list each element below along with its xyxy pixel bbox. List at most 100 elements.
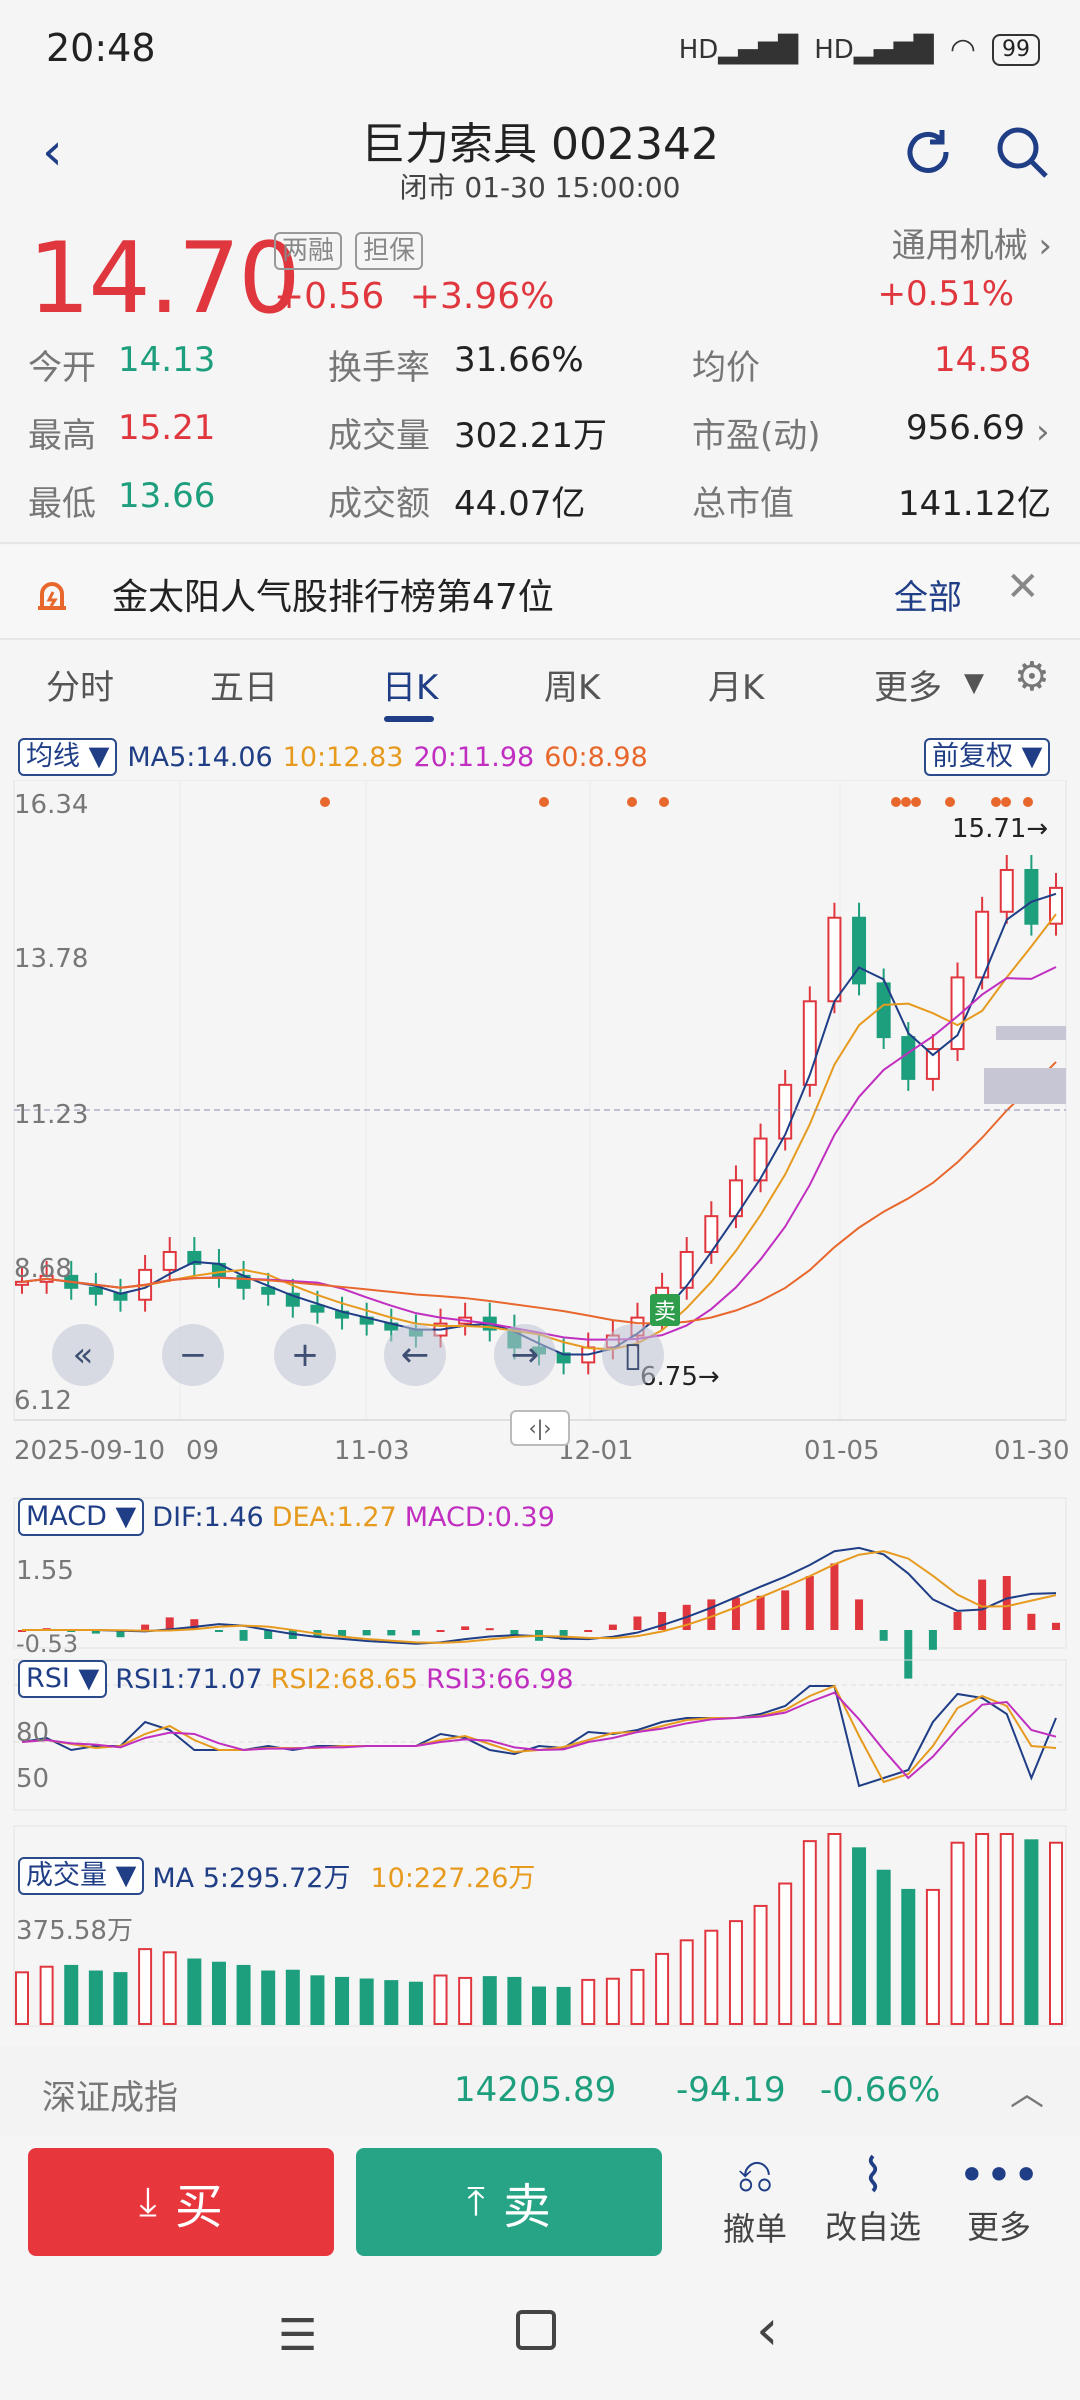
- sell-button[interactable]: ⤒ 卖: [356, 2148, 662, 2256]
- signal-dots: [320, 797, 1033, 807]
- zoom-in-button[interactable]: +: [274, 1324, 336, 1386]
- collateral-tag[interactable]: 担保: [355, 232, 424, 270]
- volume-bar: [605, 1977, 620, 2025]
- volume-bar: [384, 1980, 399, 2025]
- cancel-order-button[interactable]: ⎌ 撤单: [700, 2148, 810, 2250]
- stock-header: ‹ 巨力索具 002342 闭市 01-30 15:00:00: [0, 100, 1080, 210]
- margin-tag[interactable]: 两融: [274, 232, 343, 270]
- vol-ma5-value: MA 5:295.72万: [152, 1863, 351, 1894]
- move-right-button[interactable]: →: [494, 1324, 556, 1386]
- home-nav-icon[interactable]: [516, 2310, 556, 2350]
- tag-row: 两融 担保: [274, 232, 424, 270]
- draw-tool-button[interactable]: ▯: [602, 1324, 664, 1386]
- notice-bar[interactable]: 金太阳人气股排行榜第47位 全部 ✕: [0, 546, 1080, 638]
- volume-top-tick: 375.58万: [16, 1916, 133, 1946]
- macd-bar: [239, 1630, 248, 1641]
- change-row: +0.56 +3.96%: [274, 276, 554, 317]
- candle-body: [876, 982, 891, 1039]
- sector-link[interactable]: 通用机械 ›: [892, 218, 1052, 267]
- ma5-value: MA5:14.06: [127, 741, 273, 773]
- candle-body: [285, 1292, 300, 1307]
- period-tabs: 分时 五日 日K 周K 月K 更多 ▼ ⚙: [0, 640, 1080, 730]
- ma20-value: 20:11.98: [413, 741, 535, 773]
- chevron-up-icon[interactable]: ︿: [1010, 2074, 1044, 2114]
- edit-watchlist-button[interactable]: ⌇ 改自选: [818, 2148, 928, 2248]
- macd-bar: [707, 1599, 716, 1630]
- sector-name: 通用机械: [891, 226, 1028, 266]
- stock-title: 巨力索具 002342: [361, 119, 719, 170]
- macd-bar: [781, 1590, 790, 1630]
- search-icon[interactable]: [992, 122, 1052, 182]
- macd-bar: [731, 1597, 740, 1630]
- candle-body: [778, 1083, 793, 1140]
- signal-dot: [539, 797, 549, 807]
- macd-value: MACD:0.39: [404, 1501, 555, 1533]
- buy-button[interactable]: ⤓ 买: [28, 2148, 334, 2256]
- dea-value: DEA:1.27: [271, 1501, 397, 1533]
- volume-bar: [901, 1888, 916, 2026]
- zoom-fast-back-button[interactable]: «: [52, 1324, 114, 1386]
- volume-bar: [88, 1970, 103, 2026]
- volume-bar: [925, 1888, 940, 2026]
- menu-nav-icon[interactable]: ☰: [278, 2310, 318, 2361]
- refresh-icon[interactable]: [898, 122, 958, 182]
- signal-dot: [1001, 797, 1011, 807]
- tab-five-day[interactable]: 五日: [210, 668, 278, 708]
- signal-dot: [911, 797, 921, 807]
- back-icon[interactable]: ‹: [42, 122, 63, 182]
- macd-bar: [658, 1612, 667, 1630]
- tab-weekly-k[interactable]: 周K: [544, 668, 601, 708]
- volume-bar: [975, 1833, 990, 2025]
- back-nav-icon[interactable]: ‹: [756, 2298, 779, 2363]
- index-change-pct: -0.66%: [820, 2070, 941, 2110]
- volume-bar: [876, 1869, 891, 2025]
- close-icon[interactable]: ✕: [1006, 564, 1040, 610]
- macd-bar: [338, 1630, 347, 1638]
- main-panel-frame: [13, 780, 1067, 1421]
- volume-bar: [1049, 1841, 1063, 2025]
- gear-icon[interactable]: ⚙: [1014, 654, 1050, 700]
- tab-monthly-k[interactable]: 月K: [708, 668, 765, 708]
- rsi-80-tick: 80: [16, 1718, 50, 1748]
- status-icons: HD▂▄▆█ HD▂▄▆█ ◠ 99: [679, 32, 1040, 67]
- volume-bar: [556, 1986, 571, 2026]
- grid: [179, 780, 841, 1420]
- tab-intraday[interactable]: 分时: [46, 668, 114, 708]
- macd-bar: [264, 1630, 273, 1639]
- volume-bar: [728, 1920, 743, 2025]
- rsi3-value: RSI3:66.98: [426, 1663, 574, 1695]
- drag-handle[interactable]: ‹|›: [510, 1410, 570, 1446]
- signal-dot: [1023, 797, 1033, 807]
- chevron-down-icon[interactable]: ▼: [964, 668, 984, 698]
- sector-change: +0.51%: [877, 274, 1015, 314]
- volume-bar: [236, 1964, 251, 2026]
- x-tick: 11-03: [334, 1436, 410, 1466]
- macd-legend: MACD ▼ DIF:1.46 DEA:1.27 MACD:0.39: [18, 1498, 555, 1536]
- volume-bar: [532, 1986, 546, 2026]
- rsi-50-tick: 50: [16, 1764, 50, 1794]
- undo-icon: ⎌: [736, 2148, 774, 2202]
- move-left-button[interactable]: ←: [384, 1324, 446, 1386]
- adjust-select[interactable]: 前复权 ▼: [924, 738, 1051, 776]
- rsi-select[interactable]: RSI ▼: [18, 1660, 108, 1698]
- notice-all-link[interactable]: 全部: [894, 578, 962, 618]
- candle-body: [852, 916, 867, 985]
- sell-icon: ⤒: [467, 2179, 485, 2225]
- macd-bar: [1052, 1622, 1060, 1630]
- notice-text: 金太阳人气股排行榜第47位: [112, 577, 554, 618]
- volume-bar: [211, 1961, 226, 2025]
- candle-body: [753, 1137, 768, 1182]
- indicator-select[interactable]: 均线 ▼: [18, 738, 118, 776]
- signal-icon-2: HD▂▄▆█: [814, 34, 934, 65]
- zoom-out-button[interactable]: −: [162, 1324, 224, 1386]
- macd-select[interactable]: MACD ▼: [18, 1498, 145, 1536]
- more-button[interactable]: ••• 更多: [944, 2148, 1054, 2248]
- macd-bar: [559, 1630, 568, 1640]
- chevron-right-icon[interactable]: ›: [1036, 412, 1050, 452]
- wifi-icon: ◠: [949, 32, 976, 67]
- tab-daily-k[interactable]: 日K: [382, 668, 439, 708]
- index-bar[interactable]: 深证成指 14205.89 -94.19 -0.66% ︿: [0, 2046, 1080, 2136]
- volume-bar: [950, 1841, 965, 2025]
- volume-select[interactable]: 成交量 ▼: [18, 1856, 145, 1895]
- tab-more[interactable]: 更多: [874, 668, 942, 708]
